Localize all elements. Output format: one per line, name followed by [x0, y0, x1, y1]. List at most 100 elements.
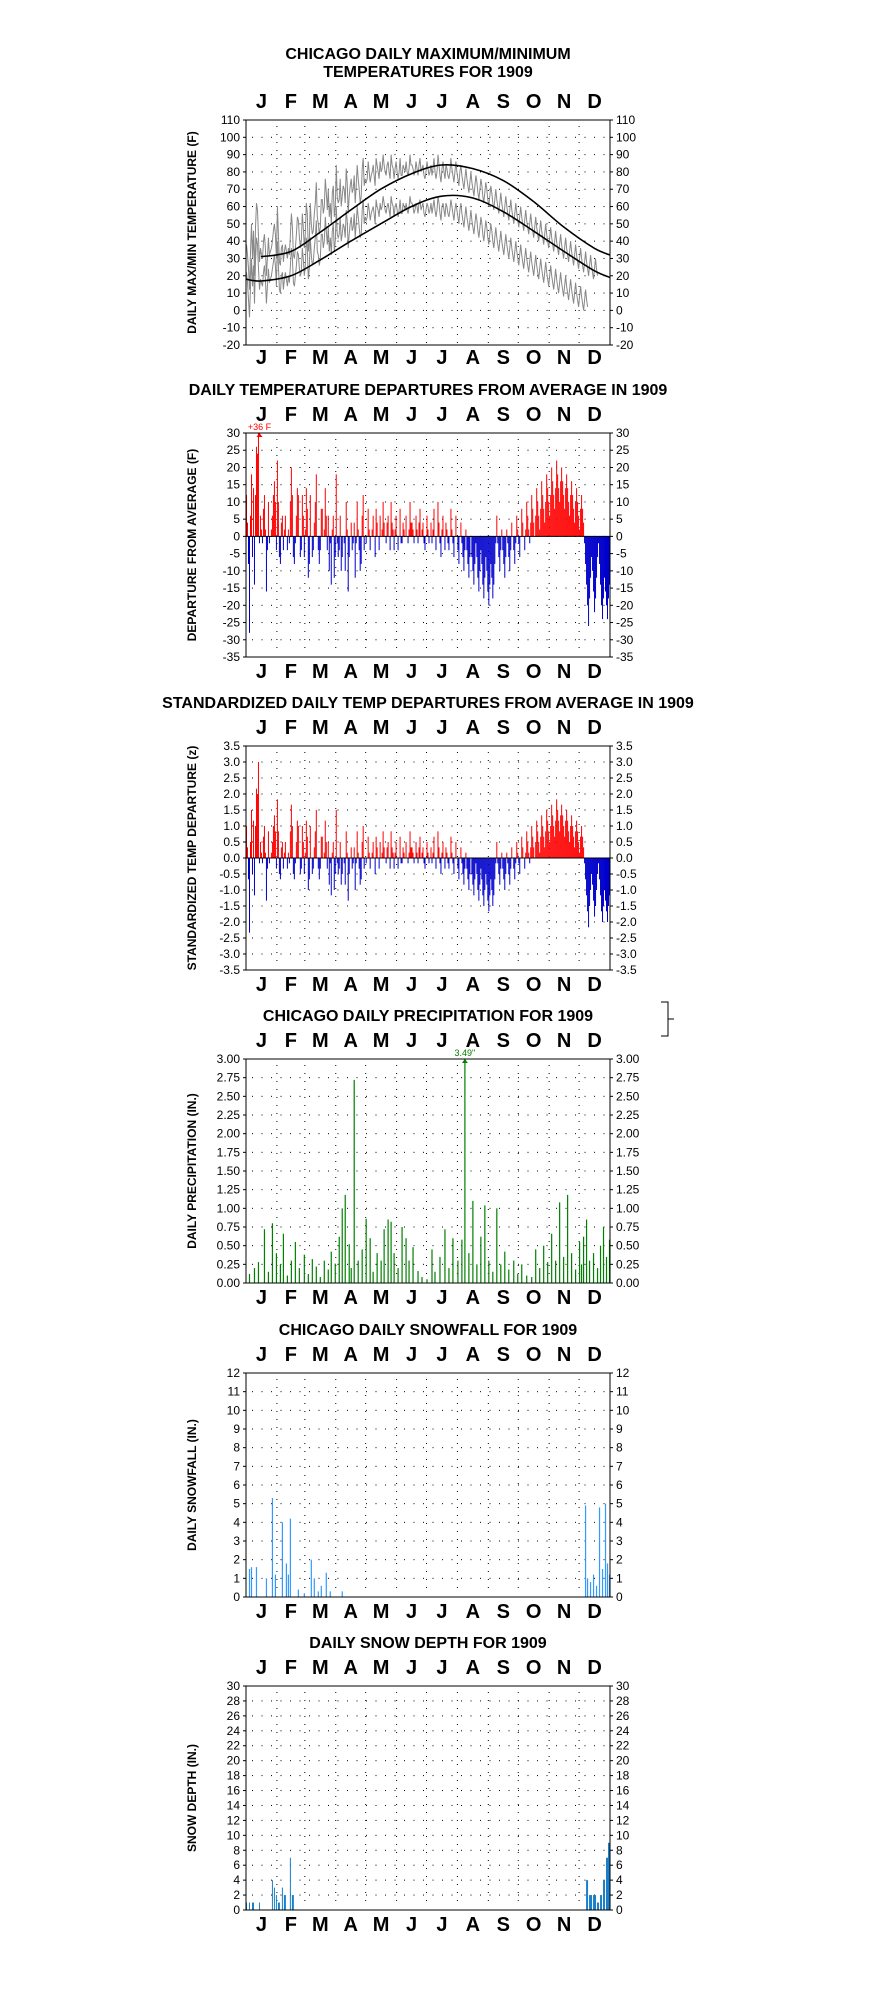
grid-dots — [252, 1692, 605, 1901]
y-tick-right: 18 — [616, 1769, 630, 1783]
y-tick-right: 2.00 — [616, 1127, 640, 1141]
y-tick-left: 11 — [228, 1385, 241, 1399]
snow-depth-bar — [608, 1842, 610, 1910]
y-tick-right: 1.50 — [616, 1164, 640, 1178]
y-tick-right: 0 — [616, 1903, 623, 1917]
snowfall-bars — [248, 1498, 610, 1597]
snow-depth-bar — [589, 1895, 593, 1910]
y-tick-left: 22 — [227, 1739, 241, 1753]
y-tick-right: 2.25 — [616, 1108, 640, 1122]
y-tick-right: -20 — [616, 598, 634, 612]
y-tick-right: 30 — [616, 251, 630, 265]
y-tick-right: -20 — [616, 338, 634, 352]
y-tick-left: 6 — [233, 1478, 240, 1492]
month-label-bottom: M — [312, 974, 329, 996]
y-tick-right: 5 — [616, 1497, 623, 1511]
y-tick-left: 20 — [227, 269, 241, 283]
temperature-series — [246, 154, 610, 318]
y-tick-right: 2 — [616, 1888, 623, 1902]
y-tick-right: 10 — [616, 495, 630, 509]
chart-title: DAILY SNOW DEPTH FOR 1909 — [309, 1635, 546, 1652]
departure-bars — [246, 433, 610, 633]
chart-snowfall: CHICAGO DAILY SNOWFALL FOR 1909JJFFMMAAM… — [185, 1322, 630, 1623]
month-label-top: J — [406, 1344, 417, 1366]
month-label-top: N — [557, 717, 571, 739]
y-tick-left: 3 — [233, 1534, 240, 1548]
y-tick-left: -5 — [229, 547, 240, 561]
y-tick-left: 2 — [233, 1553, 240, 1567]
month-label-top: M — [373, 404, 390, 426]
y-tick-left: -0.5 — [219, 867, 240, 881]
y-tick-right: 70 — [616, 182, 630, 196]
y-tick-left: 50 — [227, 217, 241, 231]
clipped-value-label: +36 F — [248, 422, 272, 432]
y-tick-right: 16 — [616, 1784, 630, 1798]
month-label-top: J — [406, 91, 417, 113]
month-label-top: J — [256, 1657, 267, 1679]
month-label-bottom: J — [436, 347, 447, 369]
month-label-bottom: N — [557, 661, 571, 683]
month-label-top: M — [373, 91, 390, 113]
snow-depth-bar — [289, 1857, 291, 1910]
y-tick-right: 110 — [616, 113, 635, 127]
y-axis-label: STANDARDIZED TEMP DEPARTURE (z) — [185, 746, 199, 971]
y-tick-right: 24 — [616, 1724, 630, 1738]
month-label-bottom: M — [312, 1601, 329, 1623]
month-label-bottom: O — [526, 661, 542, 683]
month-label-bottom: S — [497, 661, 510, 683]
month-label-top: F — [285, 1344, 297, 1366]
y-tick-right: 0.0 — [616, 851, 633, 865]
month-label-bottom: J — [256, 1287, 267, 1309]
month-label-top: F — [285, 1030, 297, 1052]
month-label-top: S — [497, 717, 510, 739]
y-tick-left: 2.5 — [223, 771, 240, 785]
y-tick-left: 0.0 — [223, 851, 240, 865]
y-tick-right: 0.50 — [616, 1239, 640, 1253]
y-tick-left: -25 — [223, 616, 241, 630]
y-tick-left: 26 — [227, 1709, 241, 1723]
y-tick-left: 0 — [233, 1590, 240, 1604]
y-tick-right: 1.5 — [616, 803, 633, 817]
month-label-bottom: A — [466, 1287, 480, 1309]
y-tick-right: -3.5 — [616, 963, 637, 977]
y-tick-right: -10 — [616, 321, 634, 335]
chart-temps: CHICAGO DAILY MAXIMUM/MINIMUMTEMPERATURE… — [185, 46, 636, 369]
snow-depth-bar — [600, 1895, 603, 1910]
y-tick-right: 20 — [616, 460, 630, 474]
y-tick-right: 2.50 — [616, 1089, 640, 1103]
y-tick-left: 110 — [221, 113, 240, 127]
month-label-bottom: A — [343, 1914, 357, 1936]
month-label-top: O — [526, 1657, 542, 1679]
y-tick-right: 100 — [616, 130, 636, 144]
y-tick-left: -35 — [223, 650, 241, 664]
y-tick-left: 30 — [227, 1679, 241, 1693]
y-tick-left: -3.0 — [219, 947, 240, 961]
month-label-bottom: S — [497, 974, 510, 996]
month-label-top: A — [466, 1030, 480, 1052]
month-label-bottom: D — [587, 347, 601, 369]
y-tick-left: -3.5 — [219, 963, 240, 977]
month-label-bottom: F — [285, 1287, 297, 1309]
y-tick-right: 1.75 — [616, 1145, 640, 1159]
month-label-top: A — [466, 1344, 480, 1366]
month-label-top: J — [256, 91, 267, 113]
y-tick-right: 10 — [616, 1828, 630, 1842]
month-label-bottom: A — [343, 347, 357, 369]
series-normal-min — [246, 194, 610, 282]
month-label-bottom: O — [526, 1287, 542, 1309]
chart-title: CHICAGO DAILY SNOWFALL FOR 1909 — [279, 1322, 578, 1339]
month-label-top: A — [466, 91, 480, 113]
y-tick-left: 10 — [227, 1403, 241, 1417]
bracket-mark — [661, 1001, 674, 1037]
snow-depth-bar — [273, 1887, 275, 1910]
y-tick-left: -10 — [223, 321, 241, 335]
month-label-bottom: N — [557, 1287, 571, 1309]
y-tick-left: 30 — [227, 251, 241, 265]
clipped-value-arrow — [461, 1059, 468, 1063]
month-label-bottom: J — [256, 661, 267, 683]
month-label-bottom: S — [497, 347, 510, 369]
y-tick-left: 1.25 — [217, 1183, 241, 1197]
month-label-top: F — [285, 404, 297, 426]
y-tick-right: -30 — [616, 633, 634, 647]
month-label-top: D — [587, 1657, 601, 1679]
